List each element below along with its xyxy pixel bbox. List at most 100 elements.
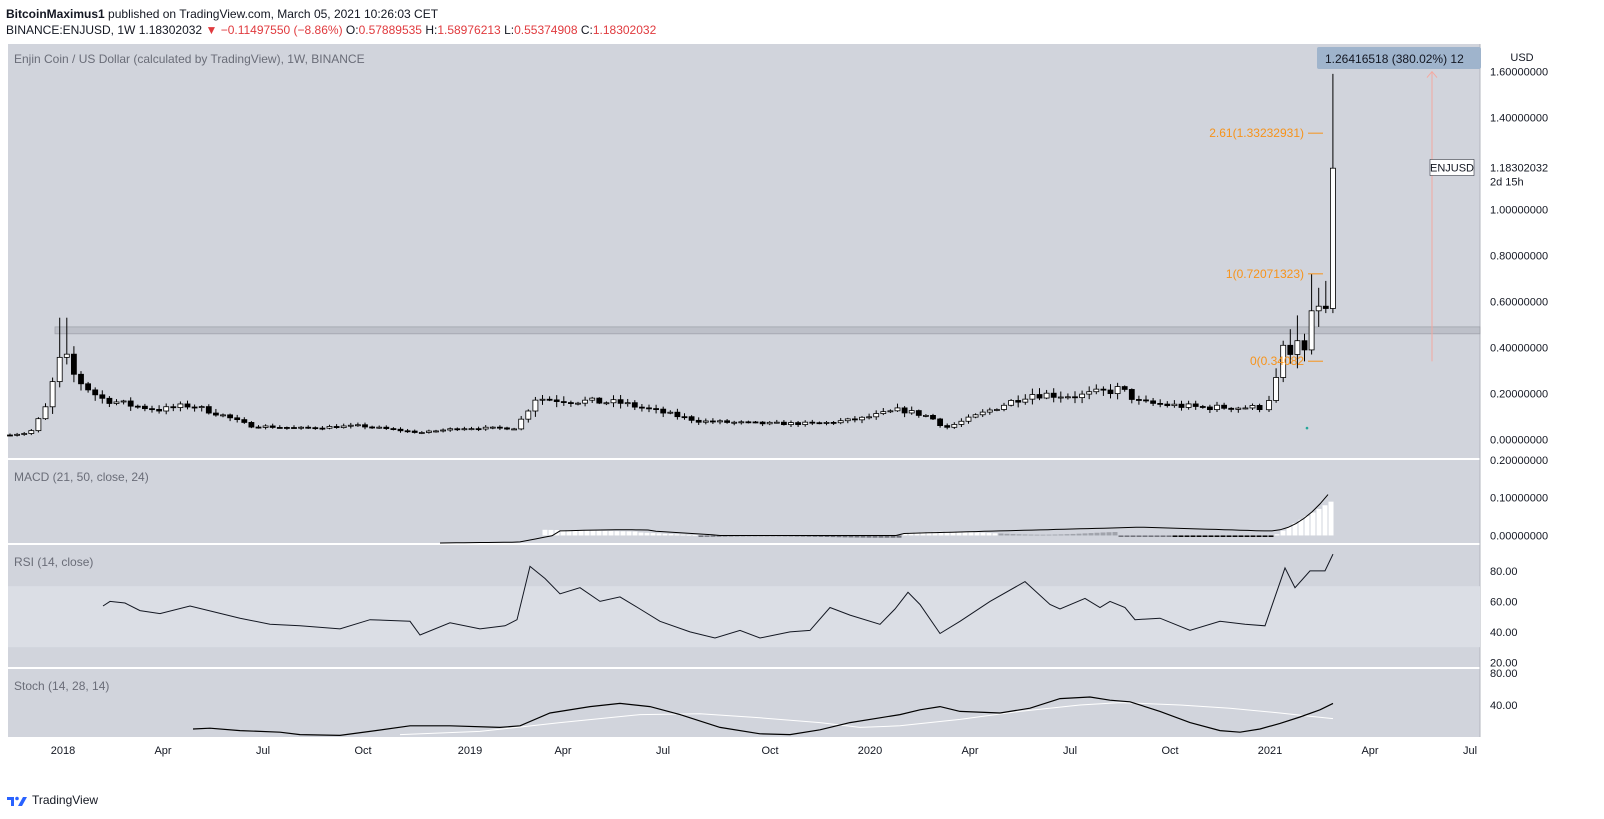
candle-body: [333, 426, 340, 429]
macd-histogram-bar: [1238, 535, 1244, 537]
candle-body: [269, 425, 276, 428]
candle-body: [965, 416, 972, 422]
macd-histogram-bar: [638, 532, 644, 536]
candle-body: [191, 406, 198, 409]
macd-histogram-bar: [1160, 535, 1166, 537]
candle-body: [1065, 396, 1071, 399]
candle-body: [667, 411, 674, 414]
candle-body: [141, 405, 148, 410]
x-tick-label: Oct: [761, 745, 778, 757]
candle-body: [1164, 403, 1171, 407]
macd-line: [439, 494, 1329, 544]
candle-body: [234, 417, 241, 420]
price-tick-label: 0.00000000: [1490, 435, 1548, 447]
x-tick-label: Apr: [554, 745, 571, 757]
macd-histogram-bar: [1280, 530, 1286, 536]
high-value: 1.58976213: [437, 23, 501, 37]
high-label: H:: [425, 23, 438, 37]
author-name[interactable]: BitcoinMaximus1: [6, 7, 105, 21]
candle-body: [78, 373, 84, 385]
x-tick-label: Jul: [256, 745, 270, 757]
price-change: −0.11497550 (−8.86%): [220, 23, 343, 37]
candle-body: [1136, 399, 1142, 401]
publish-header: BitcoinMaximus1 published on TradingView…: [6, 7, 438, 21]
candle-body: [773, 421, 780, 424]
macd-tick-label: 0.00000000: [1490, 530, 1548, 542]
measure-box: [1317, 47, 1481, 69]
macd-histogram-bar: [1310, 512, 1316, 536]
macd-histogram-bar: [1196, 535, 1202, 537]
stoch-label: Stoch (14, 28, 14): [14, 679, 109, 693]
price-tick-label: 0.80000000: [1490, 251, 1548, 263]
x-tick-label: Apr: [154, 745, 171, 757]
candle-body: [1157, 403, 1164, 405]
macd-histogram-bar: [1094, 532, 1100, 536]
candle-body: [85, 383, 91, 391]
x-tick-label: Jul: [1463, 745, 1477, 757]
macd-tick-label: 0.10000000: [1490, 493, 1548, 505]
macd-histogram-bar: [1250, 535, 1256, 537]
candle-body: [1121, 386, 1128, 390]
candle-body: [1086, 391, 1093, 395]
macd-histogram-bar: [542, 529, 548, 536]
candle-body: [639, 406, 645, 409]
macd-histogram-bar: [620, 531, 626, 536]
candle-body: [1114, 386, 1121, 395]
macd-histogram-bar: [632, 531, 638, 536]
macd-histogram-bar: [1268, 535, 1274, 537]
rsi-tick-label: 40.00: [1490, 627, 1518, 639]
candle-body: [156, 409, 163, 412]
macd-histogram-bar: [1172, 535, 1178, 537]
stoch-tick-label: 40.00: [1490, 700, 1518, 712]
candle-body: [383, 426, 390, 429]
candle-body: [688, 416, 695, 421]
macd-histogram-bar: [1106, 532, 1112, 536]
macd-histogram-bar: [1034, 534, 1040, 536]
candle-body: [1079, 393, 1085, 399]
macd-histogram-bar: [842, 535, 848, 538]
candle-body: [312, 427, 319, 430]
candle-body: [184, 403, 191, 408]
macd-histogram-bar: [1166, 535, 1172, 537]
price-tick-label: 0.60000000: [1490, 297, 1548, 309]
macd-histogram-bar: [1136, 535, 1142, 537]
macd-histogram-bar: [578, 530, 584, 536]
macd-histogram-bar: [1142, 535, 1148, 537]
candle-body: [958, 420, 965, 425]
candle-body: [610, 399, 617, 404]
macd-histogram-bar: [1178, 535, 1184, 537]
macd-histogram-bar: [674, 534, 680, 536]
candle-body: [944, 425, 951, 428]
chart-title: Enjin Coin / US Dollar (calculated by Tr…: [14, 52, 365, 66]
candle-body: [170, 406, 177, 409]
candle-body: [915, 410, 922, 416]
candle-body: [546, 398, 553, 401]
last-price-tag: [1484, 158, 1554, 191]
candle-body: [1287, 344, 1294, 355]
footer-brand[interactable]: TradingView: [32, 793, 99, 807]
macd-histogram-bar: [1220, 535, 1226, 537]
candle-body: [291, 427, 297, 429]
macd-histogram-bar: [662, 533, 668, 536]
macd-histogram-bar: [1286, 527, 1292, 536]
candle-body: [880, 411, 887, 414]
candle-body: [149, 408, 155, 411]
candle-body: [347, 424, 354, 427]
macd-histogram-bar: [956, 531, 962, 536]
macd-histogram-bar: [644, 532, 650, 536]
fib-level-label: 2.61(1.33232931): [1209, 126, 1304, 140]
macd-histogram-bar: [584, 530, 590, 536]
candle-body: [802, 421, 809, 425]
candle-body: [1143, 399, 1149, 402]
candle-body: [319, 427, 326, 430]
macd-histogram-bar: [836, 535, 842, 538]
candle-body: [979, 411, 986, 416]
macd-histogram-bar: [950, 531, 956, 536]
macd-histogram-bar: [1028, 534, 1034, 536]
close-value: 1.18302032: [592, 23, 657, 37]
candle-body: [1072, 396, 1078, 399]
macd-histogram-bar: [914, 532, 920, 536]
macd-histogram-bar: [1118, 535, 1124, 537]
macd-histogram-bar: [692, 535, 698, 536]
